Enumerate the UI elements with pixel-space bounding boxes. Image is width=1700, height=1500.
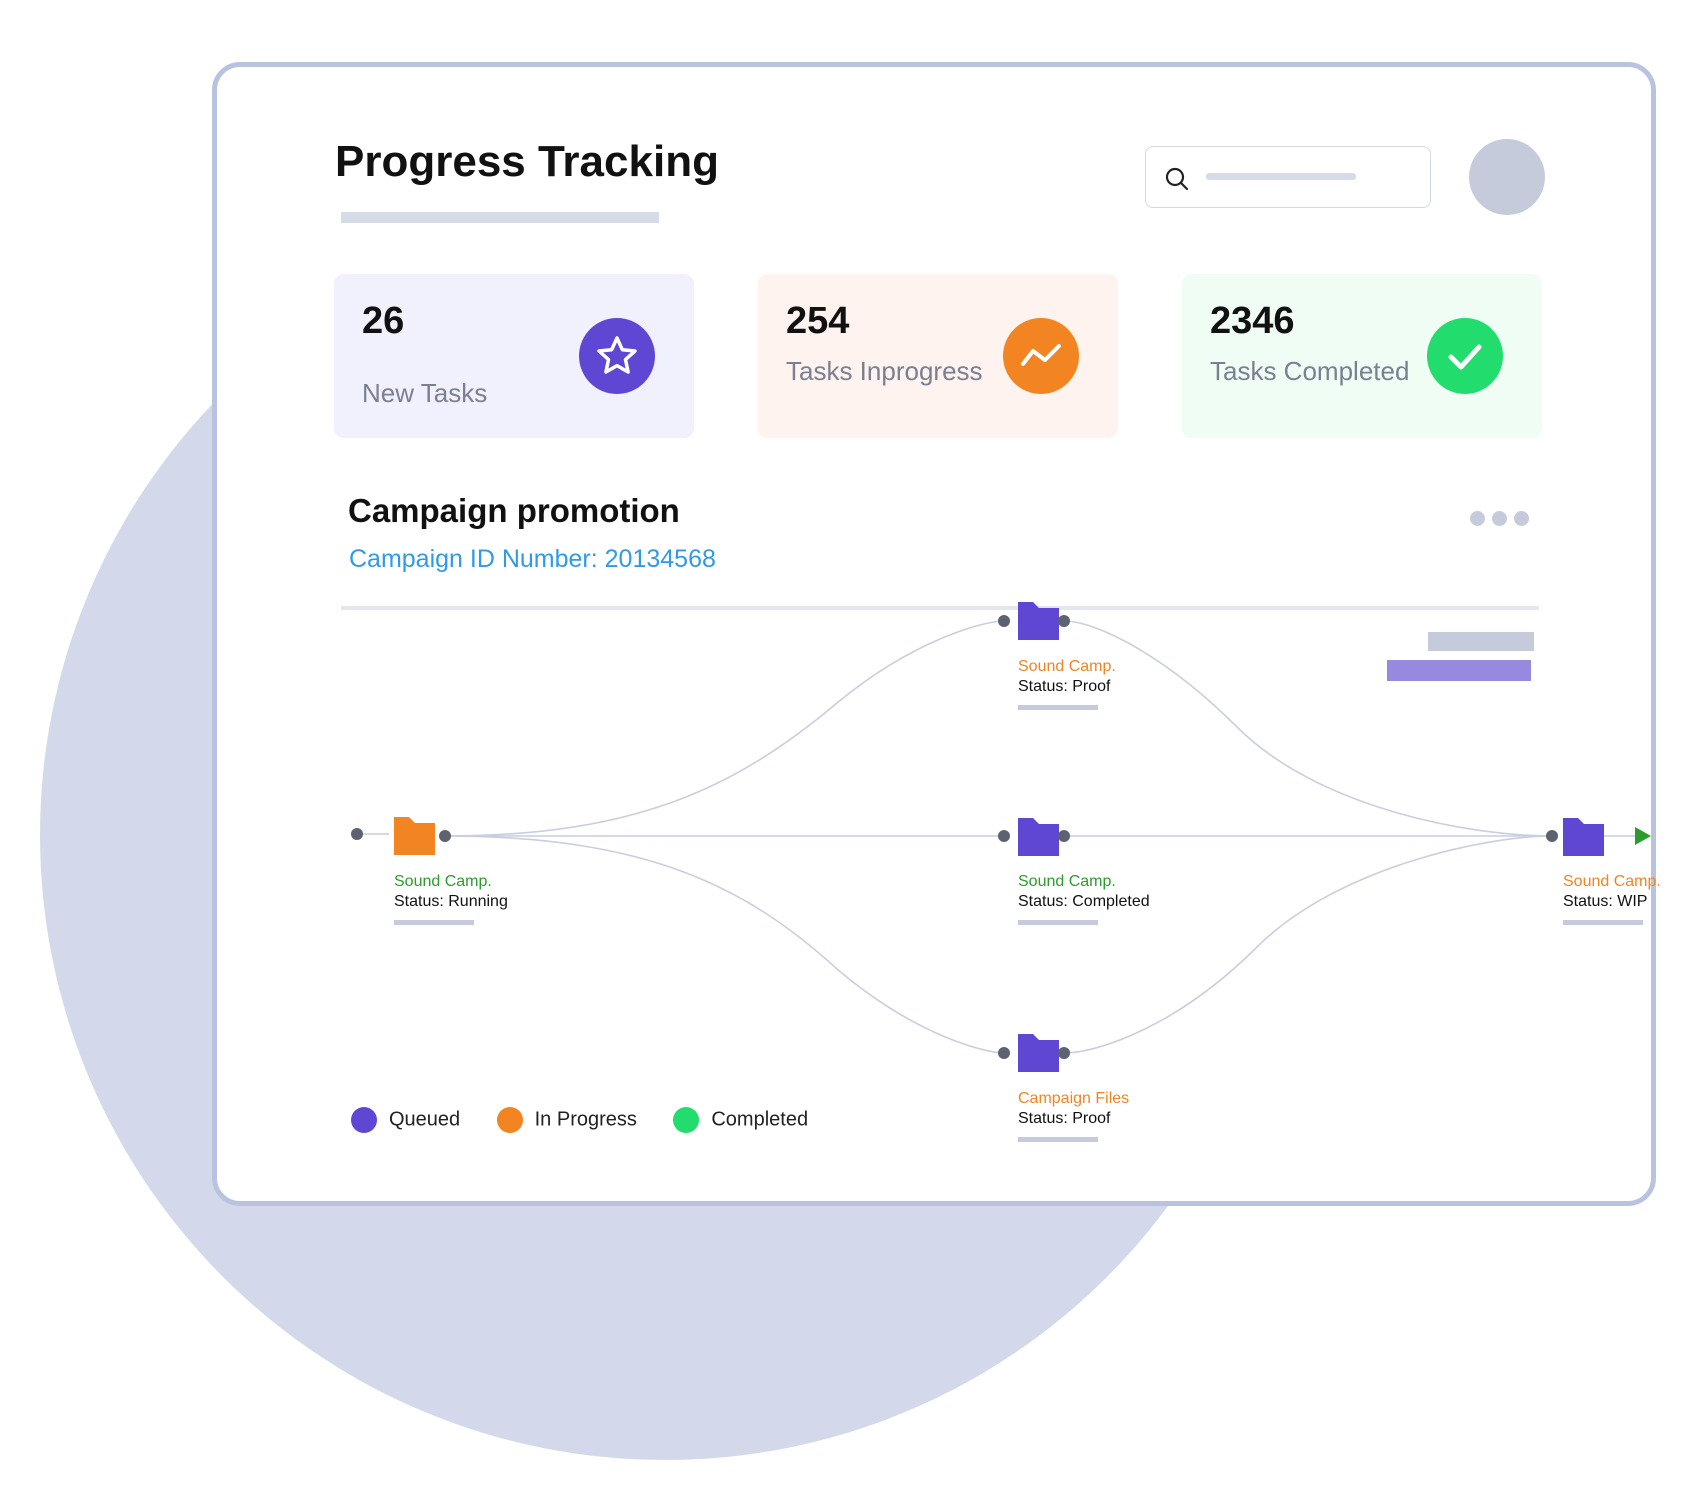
star-icon [579, 318, 655, 394]
node-status: Status: Completed [1018, 893, 1150, 910]
node-status: Status: Proof [1018, 1110, 1111, 1127]
node-name: Sound Camp. [1563, 873, 1661, 890]
folder-icon [1018, 818, 1059, 856]
node-name: Sound Camp. [1018, 658, 1116, 675]
legend-item-queued: Queued [351, 1107, 460, 1133]
stat-card-tasks-inprogress[interactable]: 254 Tasks Inprogress [758, 274, 1118, 438]
search-placeholder-bar [1206, 173, 1356, 180]
workflow-diagram [351, 602, 1651, 1072]
avatar[interactable] [1469, 139, 1545, 215]
flow-node-label: Sound Camp. Status: Running [394, 872, 508, 925]
trend-icon [1003, 318, 1079, 394]
legend-item-completed: Completed [673, 1107, 808, 1133]
stat-card-tasks-completed[interactable]: 2346 Tasks Completed [1182, 274, 1542, 438]
node-status: Status: Running [394, 893, 508, 910]
dashboard-window: Progress Tracking 26 New Tasks 254 Tasks… [212, 62, 1661, 1206]
stat-label: New Tasks [362, 378, 488, 408]
node-name: Campaign Files [1018, 1090, 1130, 1107]
stat-label: Tasks Inprogress [786, 356, 983, 386]
campaign-id: Campaign ID Number: 20134568 [349, 545, 716, 573]
decorative-bar [1428, 632, 1534, 651]
stat-value: 254 [786, 300, 850, 342]
folder-icon [1018, 602, 1059, 640]
stat-card-new-tasks[interactable]: 26 New Tasks [334, 274, 694, 438]
title-underline [341, 212, 659, 223]
campaign-title: Campaign promotion [348, 492, 680, 529]
folder-icon [394, 817, 435, 855]
flow-node-label: Sound Camp. Status: WIP [1563, 872, 1661, 925]
search-input[interactable] [1145, 146, 1431, 208]
page-title: Progress Tracking [335, 137, 719, 186]
flow-node-label: Sound Camp. Status: Completed [1018, 872, 1150, 925]
flow-node-3 [998, 1034, 1070, 1072]
decorative-bar-accent [1387, 660, 1531, 681]
flow-node-1 [998, 602, 1070, 640]
folder-icon [1563, 818, 1604, 856]
check-icon [1427, 318, 1503, 394]
folder-icon [1018, 1034, 1059, 1072]
flow-node-4 [1546, 818, 1604, 856]
stat-value: 2346 [1210, 300, 1295, 342]
section-divider [341, 606, 1539, 610]
stat-value: 26 [362, 300, 405, 342]
node-name: Sound Camp. [1018, 873, 1116, 890]
flow-node-0 [351, 817, 451, 855]
stat-label: Tasks Completed [1210, 356, 1410, 386]
node-status: Status: Proof [1018, 678, 1111, 695]
arrow-icon [1635, 827, 1651, 845]
flow-node-label: Sound Camp. Status: Proof [1018, 657, 1116, 710]
node-name: Sound Camp. [394, 873, 492, 890]
flow-node-2 [998, 818, 1070, 856]
more-options-icon[interactable] [1470, 511, 1530, 527]
legend: Queued In Progress Completed [351, 1107, 840, 1137]
node-status: Status: WIP [1563, 893, 1648, 910]
search-icon [1165, 167, 1189, 191]
flow-node-label: Campaign Files Status: Proof [1018, 1089, 1129, 1142]
legend-item-in-progress: In Progress [496, 1107, 637, 1133]
